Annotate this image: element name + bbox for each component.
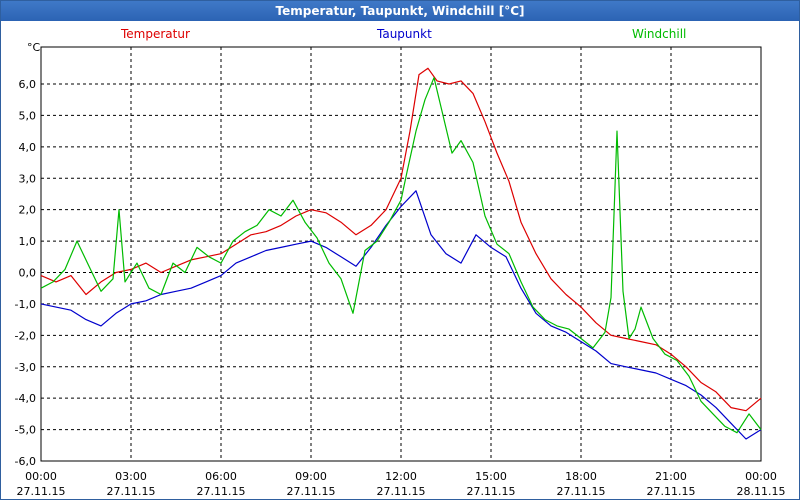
legend-windchill: Windchill (632, 27, 686, 41)
y-tick-label: -2,0 (15, 329, 36, 342)
x-tick-time: 21:00 (655, 470, 687, 483)
y-tick-label: -6,0 (15, 455, 36, 468)
legend: Temperatur Taupunkt Windchill (120, 27, 686, 41)
y-tick-label: 2,0 (19, 204, 37, 217)
y-tick-label: 6,0 (19, 78, 37, 91)
y-tick-label: 5,0 (19, 109, 37, 122)
x-tick-date: 27.11.15 (467, 485, 516, 498)
window-title: Temperatur, Taupunkt, Windchill [°C] (1, 1, 799, 21)
x-tick-time: 06:00 (205, 470, 237, 483)
series-line-temperatur (40, 67, 762, 412)
x-tick-date: 27.11.15 (377, 485, 426, 498)
x-tick-time: 12:00 (385, 470, 417, 483)
x-tick-date: 27.11.15 (287, 485, 336, 498)
x-tick-date: 27.11.15 (557, 485, 606, 498)
x-axis: 00:00 27.11.15 03:00 27.11.15 06:00 27.11.15 0… (17, 470, 786, 498)
x-tick-time: 09:00 (295, 470, 327, 483)
x-tick-time: 18:00 (565, 470, 597, 483)
x-tick-time: 03:00 (115, 470, 147, 483)
y-tick-label: -5,0 (15, 424, 36, 437)
plot-grid (41, 47, 761, 461)
series-layer (40, 67, 762, 440)
series-line-windchill (40, 77, 762, 434)
y-tick-label: 4,0 (19, 141, 37, 154)
y-axis: °C 6,0 5,0 4,0 3,0 2,0 1,0 0,0 -1,0 -2,0 -3,0 -4,0… (15, 41, 41, 468)
plot-area (40, 46, 762, 462)
x-tick-time: 00:00 (25, 470, 57, 483)
y-tick-label: -3,0 (15, 361, 36, 374)
y-tick-label: 3,0 (19, 172, 37, 185)
x-tick-date: 27.11.15 (197, 485, 246, 498)
x-tick-time: 15:00 (475, 470, 507, 483)
legend-temperatur: Temperatur (120, 27, 190, 41)
x-tick-date: 27.11.15 (107, 485, 156, 498)
legend-taupunkt: Taupunkt (376, 27, 432, 41)
y-tick-label: -4,0 (15, 392, 36, 405)
x-tick-time: 00:00 (745, 470, 777, 483)
y-tick-label: 0,0 (19, 267, 37, 280)
x-tick-date: 28.11.15 (737, 485, 786, 498)
y-tick-label: -1,0 (15, 298, 36, 311)
y-tick-label: 1,0 (19, 235, 37, 248)
y-axis-unit: °C (27, 41, 41, 54)
x-tick-date: 27.11.15 (647, 485, 696, 498)
x-tick-date: 27.11.15 (17, 485, 66, 498)
